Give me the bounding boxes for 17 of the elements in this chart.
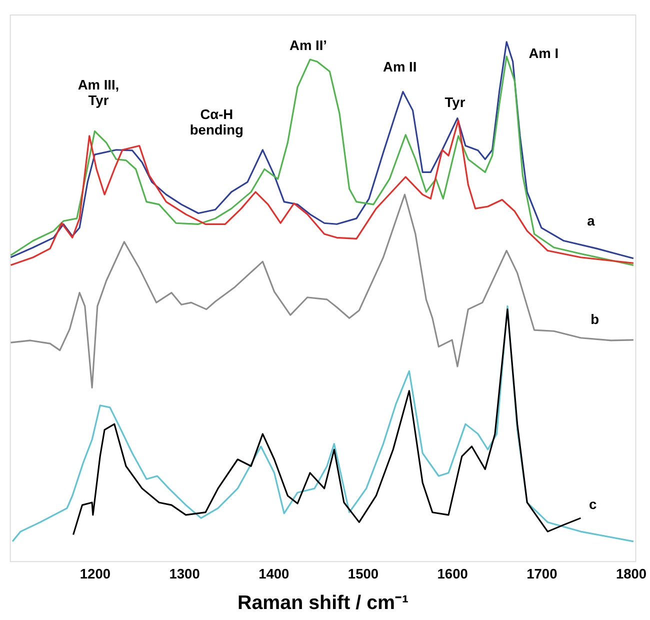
x-tick-label: 1700 [526, 566, 558, 582]
annotation: Tyr [444, 95, 466, 110]
annotation: a [587, 213, 596, 228]
annotation: Am I [528, 46, 559, 61]
x-tick-label: 1800 [616, 566, 647, 582]
x-tick-label: 1400 [258, 566, 290, 582]
x-axis-title: Raman shift / cm⁻¹ [237, 592, 409, 614]
annotation: Am II’ [290, 38, 327, 54]
x-tick-label: 1500 [348, 566, 379, 582]
x-tick-label: 1600 [437, 566, 468, 582]
x-tick-label: 1200 [80, 566, 111, 582]
annotation: Cα-H bending [190, 106, 244, 138]
annotation: Am III, Tyr [78, 77, 120, 108]
annotation: b [590, 312, 600, 327]
annotation: Am II [383, 60, 417, 75]
annotation: c [589, 496, 598, 512]
x-tick-label: 1300 [169, 566, 200, 582]
